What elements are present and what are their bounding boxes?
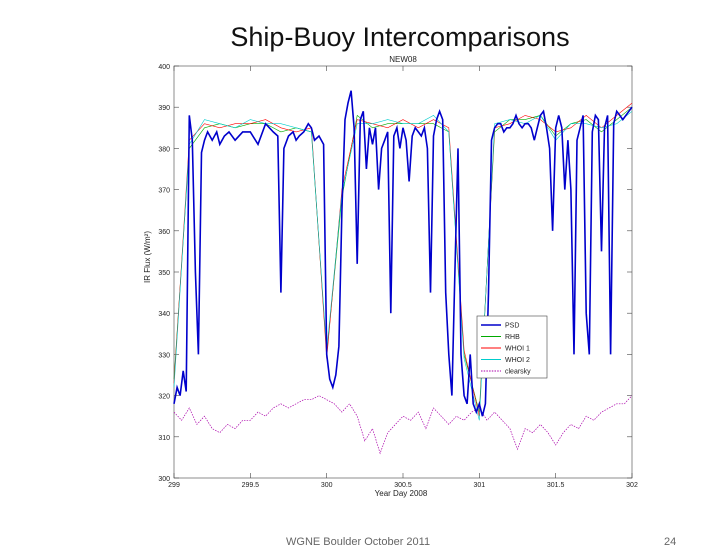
legend-label: WHOI 1 bbox=[505, 346, 530, 353]
x-tick-label: 302 bbox=[626, 482, 638, 489]
axis-ticks: 300 310 320 330 340 350 360 370 380 390 400 299 299.… bbox=[158, 64, 638, 489]
x-tick-label: 299 bbox=[168, 482, 180, 489]
y-tick-label: 390 bbox=[158, 105, 170, 112]
y-tick-label: 400 bbox=[158, 64, 170, 71]
x-tick-label: 301 bbox=[473, 482, 485, 489]
x-tick-label: 299.5 bbox=[242, 482, 260, 489]
series-layer bbox=[173, 90, 633, 455]
x-axis-label: Year Day 2008 bbox=[375, 489, 428, 498]
y-axis-label: IR Flux (W/m²) bbox=[143, 231, 152, 283]
legend-label: RHB bbox=[505, 334, 520, 341]
y-tick-label: 310 bbox=[158, 435, 170, 442]
legend-label: WHOI 2 bbox=[505, 357, 530, 364]
y-tick-label: 370 bbox=[158, 188, 170, 195]
legend-label: PSD bbox=[505, 323, 519, 330]
footer-text: WGNE Boulder October 2011 bbox=[286, 536, 431, 548]
series-line-psd bbox=[173, 90, 633, 417]
y-tick-label: 350 bbox=[158, 270, 170, 277]
y-tick-label: 340 bbox=[158, 311, 170, 318]
legend: PSD RHB WHOI 1 WHOI 2 clearsky bbox=[476, 315, 548, 379]
chart-title: NEW08 bbox=[389, 55, 417, 64]
series-line-clearsky bbox=[173, 395, 633, 455]
y-tick-label: 360 bbox=[158, 229, 170, 236]
y-tick-label: 300 bbox=[158, 476, 170, 483]
slide-title: Ship-Buoy Intercomparisons bbox=[230, 22, 570, 52]
legend-label: clearsky bbox=[505, 369, 531, 376]
y-tick-label: 330 bbox=[158, 352, 170, 359]
legend-box bbox=[476, 315, 548, 379]
x-tick-label: 300 bbox=[321, 482, 333, 489]
page-number: 24 bbox=[664, 536, 677, 548]
x-tick-label: 301.5 bbox=[547, 482, 565, 489]
y-tick-label: 320 bbox=[158, 394, 170, 401]
x-tick-label: 300.5 bbox=[394, 482, 412, 489]
y-tick-label: 380 bbox=[158, 146, 170, 153]
